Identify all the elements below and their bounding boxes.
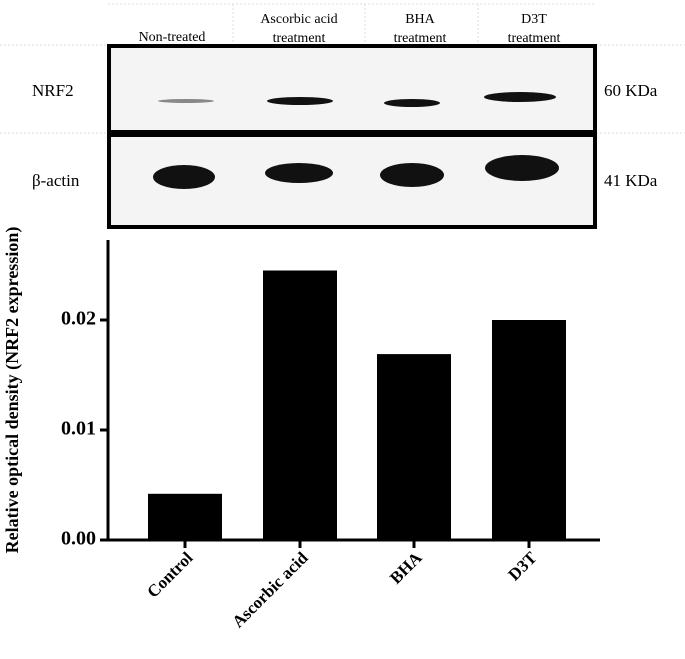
bar (148, 493, 222, 540)
blot-column-label: Ascorbic acid (260, 12, 337, 27)
blot-size-label: 60 KDa (604, 81, 658, 100)
bar (492, 320, 566, 540)
header-guides (0, 3, 685, 134)
blot-column-label: BHA (405, 12, 435, 27)
blot-row-label: NRF2 (32, 81, 74, 100)
bar (377, 354, 451, 540)
x-tick-label: Ascorbic acid (228, 548, 312, 632)
y-tick-label: 0.02 (61, 308, 96, 330)
blot-size-label: 41 KDa (604, 171, 658, 190)
blot-column-label: treatment (273, 31, 326, 46)
blot-column-label: treatment (508, 31, 561, 46)
blot-panel (107, 44, 597, 134)
blot-row-label: β-actin (32, 171, 80, 190)
blot-column-label: Non-treated (139, 30, 206, 45)
x-tick-label: D3T (504, 548, 541, 585)
x-tick-label: BHA (386, 548, 426, 588)
blot-column-label: D3T (521, 12, 547, 27)
y-tick-label: 0.00 (61, 528, 96, 550)
y-axis-label: Relative optical density (NRF2 expressio… (2, 227, 23, 554)
bar (263, 270, 337, 540)
y-tick-label: 0.01 (61, 418, 96, 440)
blot-column-label: treatment (394, 31, 447, 46)
blot-bands (153, 92, 559, 189)
x-tick-label: Control (143, 548, 196, 601)
